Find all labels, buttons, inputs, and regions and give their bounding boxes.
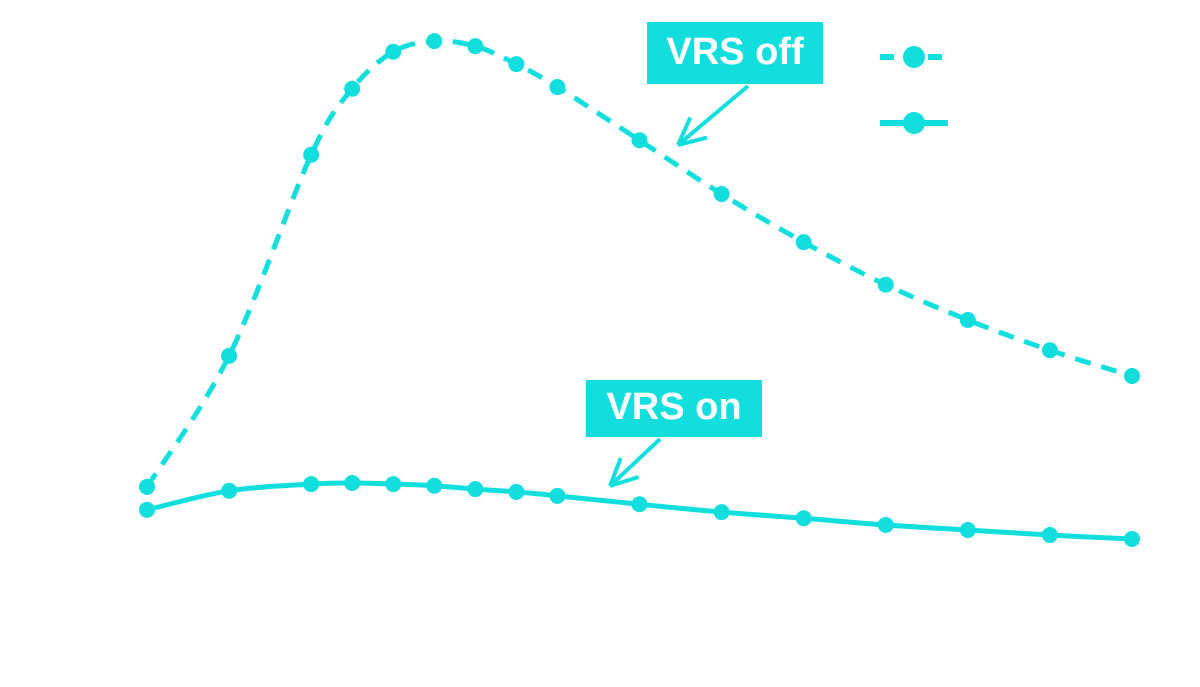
data-point xyxy=(139,501,155,518)
data-point xyxy=(426,33,443,50)
data-point xyxy=(1041,527,1058,544)
annotation-label: VRS off xyxy=(666,31,804,73)
data-point xyxy=(139,478,155,495)
data-point xyxy=(877,276,894,293)
data-point xyxy=(549,79,566,96)
data-point xyxy=(1124,530,1140,547)
data-point xyxy=(344,474,361,491)
data-point xyxy=(508,56,525,73)
data-point xyxy=(631,496,648,513)
annotation-box xyxy=(586,380,762,437)
data-point xyxy=(713,186,730,202)
data-point xyxy=(959,522,976,538)
data-point xyxy=(549,487,566,504)
data-point xyxy=(713,504,730,521)
data-point xyxy=(385,476,402,493)
series-line xyxy=(144,38,1133,489)
annotation-label: VRS on xyxy=(606,386,741,428)
data-point xyxy=(795,234,812,251)
legend-marker xyxy=(903,112,925,134)
annotation-arrow xyxy=(608,437,662,488)
data-point xyxy=(344,80,361,97)
data-point xyxy=(467,38,484,55)
data-point xyxy=(385,43,402,60)
data-point xyxy=(877,516,894,533)
data-point xyxy=(221,347,238,364)
data-point xyxy=(1124,368,1140,384)
data-point xyxy=(959,312,976,328)
data-point xyxy=(795,510,812,527)
legend-marker xyxy=(903,46,925,68)
data-point xyxy=(508,483,525,500)
arrow-head xyxy=(676,116,693,146)
data-point xyxy=(303,146,320,163)
data-point xyxy=(303,476,320,493)
arrow-head xyxy=(677,135,708,147)
data-point xyxy=(1041,342,1058,359)
data-point xyxy=(467,481,484,498)
arrow-head xyxy=(609,475,640,488)
data-point xyxy=(426,477,443,494)
annotation-arrow xyxy=(676,84,750,147)
arrow-head xyxy=(608,457,623,487)
annotation-box xyxy=(647,22,823,84)
data-point xyxy=(631,132,648,149)
data-point xyxy=(221,482,238,499)
